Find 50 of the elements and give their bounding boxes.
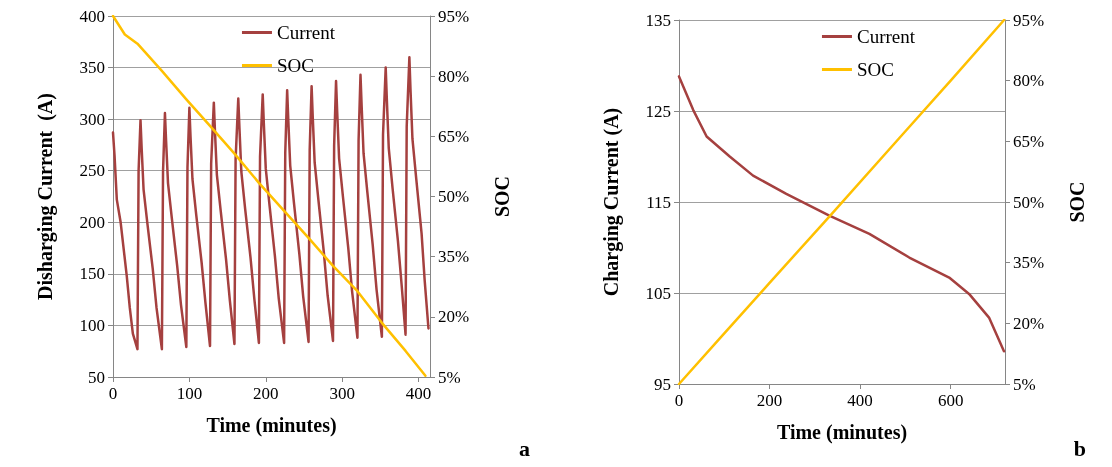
y-tick-label: 150 [79,264,105,284]
y-tick-label: 115 [646,192,671,212]
y2-tick-label: 95% [1013,10,1045,30]
y2-axis-title: SOC [1066,181,1088,223]
y-tick-label: 100 [79,315,105,335]
x-axis-title: Time (minutes) [206,414,337,437]
x-tick-label: 0 [108,384,118,403]
y-tick-label: 125 [645,101,671,121]
y-tick-label: 95 [654,374,671,394]
legend-label: Current [856,26,916,47]
y2-tick-label: 80% [438,66,470,86]
x-tick-label: 400 [847,391,873,410]
y-tick-label: 200 [79,212,105,232]
y2-tick-label: 35% [438,247,470,267]
x-tick-label: 100 [176,384,203,403]
y2-tick-label: 65% [438,126,470,146]
y2-tick-label: 5% [438,367,461,387]
line-series [677,75,1006,353]
y2-tick-label: 20% [438,307,470,327]
y2-tick-label: 50% [1013,192,1045,212]
text: a [519,435,530,461]
y-axis-title: Disharging Current (A) [34,93,57,300]
y-tick-label: 50 [88,367,105,387]
x-tick-label: 300 [329,384,355,403]
y-tick-label: 350 [79,58,105,78]
legend-label: Current [276,22,336,43]
y2-tick-label: 35% [1013,253,1045,273]
x-axis-title: Time (minutes) [776,421,908,444]
y2-tick-label: 95% [438,6,470,26]
y2-tick-label: 5% [1013,374,1036,394]
y-axis-title: Charging Current (A) [600,107,623,297]
y-tick-label: 250 [79,161,105,181]
y2-tick-label: 20% [1013,313,1045,333]
y-tick-label: 135 [645,10,671,30]
text: b [1073,435,1087,461]
x-tick-label: 400 [405,384,432,403]
x-tick-label: 600 [937,391,964,410]
legend-label: SOC [856,59,894,80]
legend-label: SOC [276,55,314,76]
x-tick-label: 200 [756,391,783,410]
x-tick-label: 0 [674,391,684,410]
y-tick-label: 400 [79,6,105,26]
y2-tick-label: 50% [438,187,470,206]
y2-tick-label: 80% [1013,71,1045,91]
y-tick-label: 105 [645,283,671,303]
x-tick-label: 200 [253,384,279,403]
y2-axis-title: SOC [491,175,513,218]
y-tick-label: 300 [79,109,105,129]
y2-tick-label: 65% [1013,131,1045,151]
line-series [111,56,430,351]
